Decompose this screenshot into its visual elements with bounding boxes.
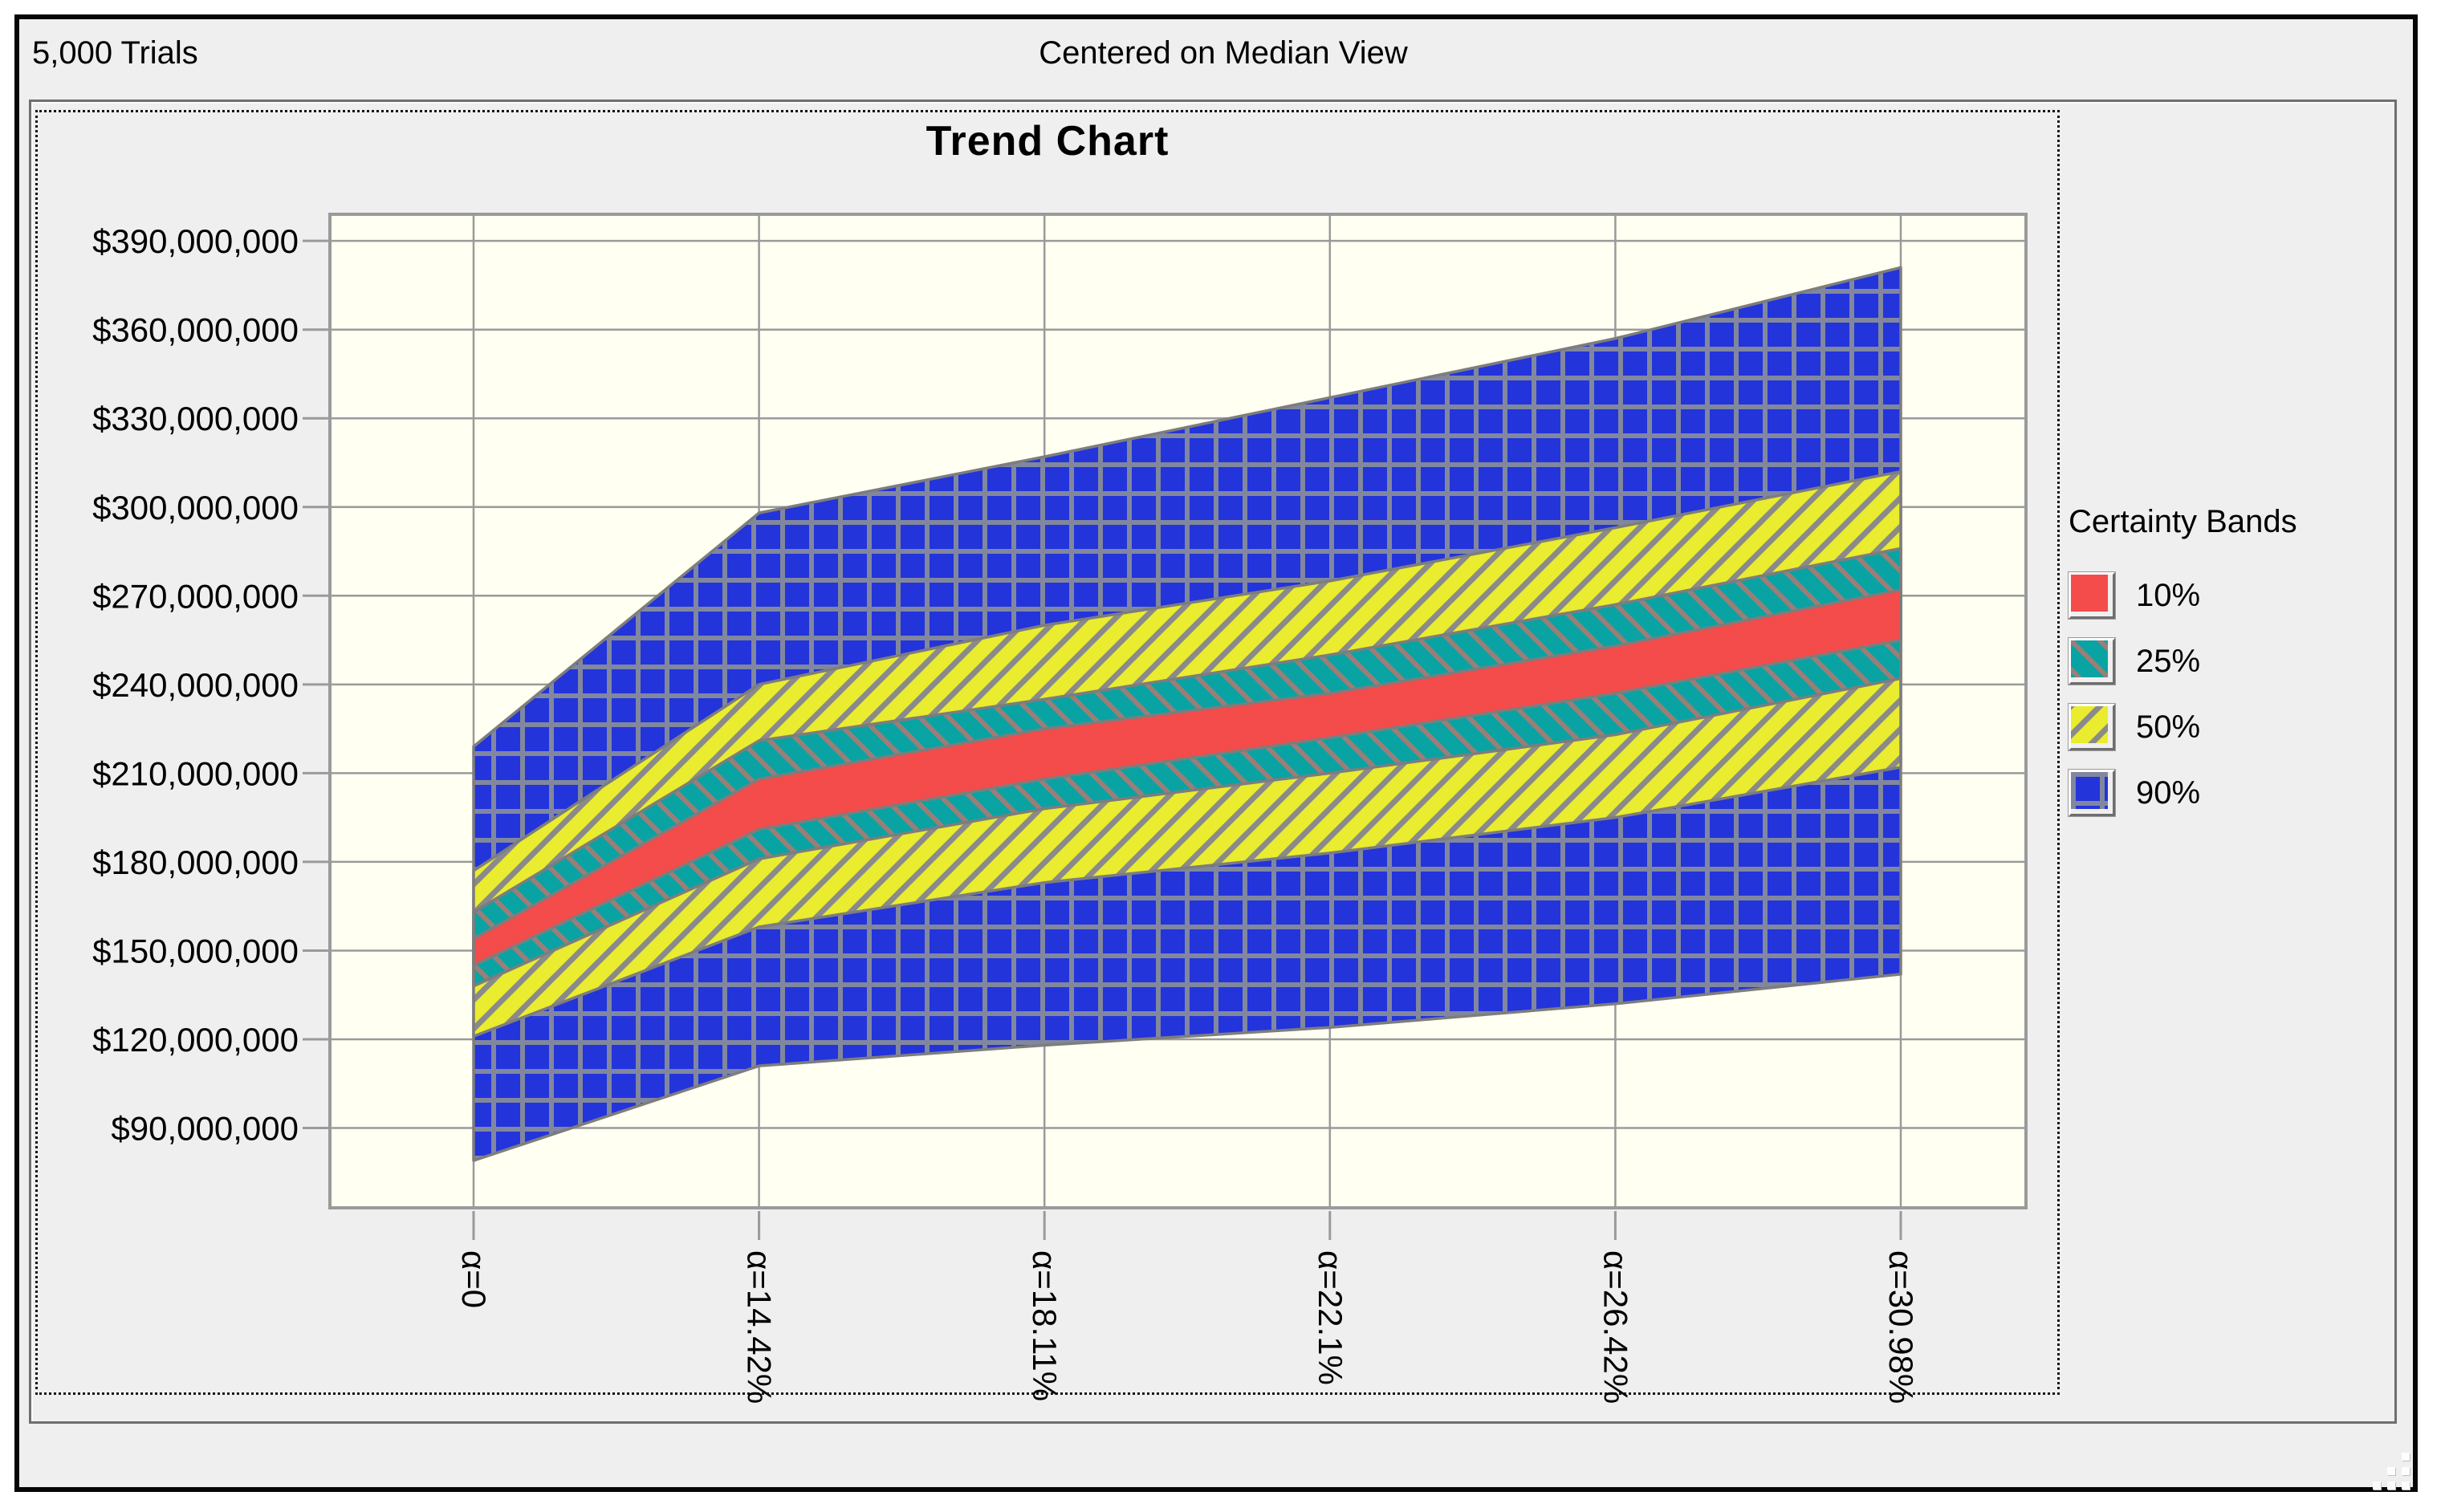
- legend-label: 90%: [2136, 774, 2201, 811]
- y-axis-label: $90,000,000: [111, 1110, 299, 1148]
- legend-item-10pct: 10%: [2068, 571, 2390, 620]
- legend-swatch-10pct-icon: [2068, 571, 2116, 620]
- x-axis-label: α=30.98%: [1882, 1250, 1920, 1404]
- x-axis-label: α=26.42%: [1597, 1250, 1634, 1404]
- grip-dot: [2373, 1482, 2381, 1490]
- y-axis-label: $180,000,000: [92, 843, 299, 881]
- y-axis-label: $390,000,000: [92, 222, 299, 260]
- grip-dot: [2402, 1482, 2410, 1490]
- y-axis-label: $120,000,000: [92, 1021, 299, 1059]
- grip-dot: [2387, 1482, 2395, 1490]
- y-axis-label: $210,000,000: [92, 754, 299, 792]
- y-axis-label: $360,000,000: [92, 311, 299, 349]
- y-axis-label: $150,000,000: [92, 932, 299, 969]
- trials-count-label: 5,000 Trials: [32, 35, 198, 71]
- band-10pct: [472, 588, 1902, 967]
- legend-title: Certainty Bands: [2069, 504, 2297, 539]
- certainty-bands-legend: Certainty Bands 10% 25% 50% 90%: [2068, 504, 2390, 835]
- y-axis-label: $300,000,000: [92, 489, 299, 526]
- legend-item-50pct: 50%: [2068, 703, 2390, 751]
- view-mode-label: Centered on Median View: [1039, 35, 1408, 71]
- y-axis-label: $330,000,000: [92, 400, 299, 437]
- grip-dot: [2402, 1467, 2410, 1475]
- plot-border: [328, 213, 2028, 1209]
- legend-items: 10% 25% 50% 90%: [2068, 571, 2390, 817]
- y-axis-label: $270,000,000: [92, 577, 299, 615]
- legend-swatch-90pct-icon: [2068, 769, 2116, 817]
- grip-dot: [2387, 1467, 2395, 1475]
- chart-title: Trend Chart: [925, 118, 1170, 165]
- x-axis-label: α=22.1%: [1312, 1250, 1349, 1385]
- x-axis-label: α=18.11%: [1026, 1250, 1064, 1401]
- legend-label: 25%: [2136, 643, 2201, 679]
- y-axis-label: $240,000,000: [92, 666, 299, 704]
- legend-swatch-50pct-icon: [2068, 703, 2116, 751]
- legend-swatch-25pct-icon: [2068, 637, 2116, 685]
- legend-item-90pct: 90%: [2068, 769, 2390, 817]
- legend-label: 50%: [2136, 709, 2201, 745]
- legend-label: 10%: [2136, 577, 2201, 613]
- resize-grip-icon[interactable]: [2370, 1449, 2413, 1490]
- legend-item-25pct: 25%: [2068, 637, 2390, 685]
- x-axis-label: α=0: [455, 1250, 493, 1308]
- x-axis-label: α=14.42%: [741, 1250, 779, 1404]
- grip-dot: [2402, 1453, 2410, 1461]
